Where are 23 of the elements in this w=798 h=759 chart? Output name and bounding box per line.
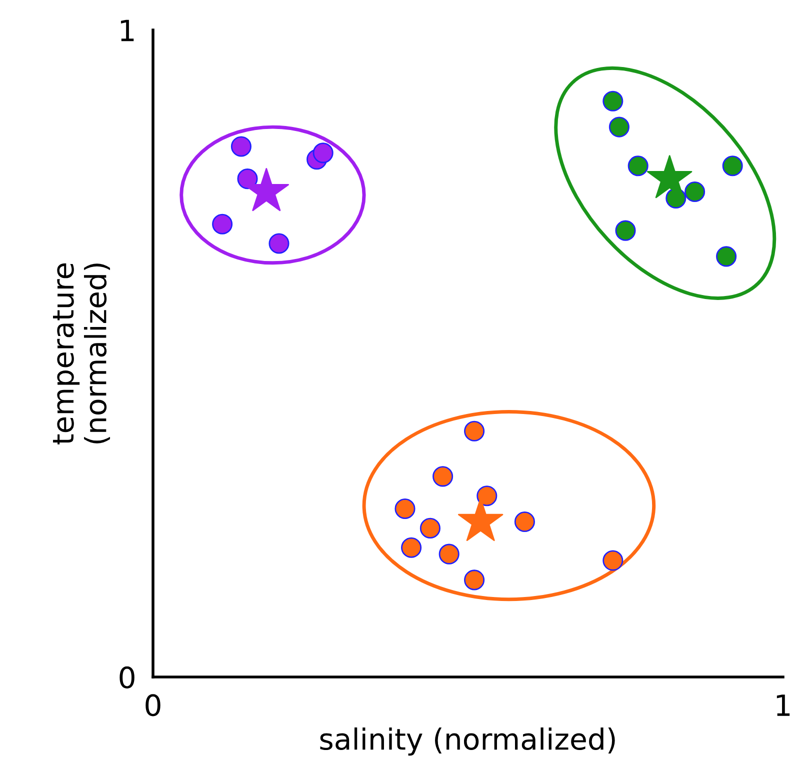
x-axis-title: salinity (normalized)	[320, 727, 615, 756]
point	[464, 420, 485, 442]
point	[716, 246, 737, 267]
point	[476, 486, 498, 506]
point	[230, 136, 252, 157]
point	[438, 544, 460, 564]
point	[514, 511, 535, 532]
point	[212, 214, 233, 234]
point	[464, 570, 485, 590]
y-axis-title: temperature (normalized)	[53, 263, 110, 444]
point	[608, 116, 630, 138]
point	[268, 233, 290, 254]
point	[420, 518, 440, 538]
point	[312, 142, 334, 164]
point	[602, 550, 624, 571]
point	[615, 220, 636, 241]
point	[394, 498, 416, 520]
point	[401, 537, 422, 558]
point	[432, 466, 454, 487]
point	[722, 156, 743, 176]
point	[684, 181, 706, 202]
point	[602, 90, 624, 112]
point	[628, 156, 648, 176]
